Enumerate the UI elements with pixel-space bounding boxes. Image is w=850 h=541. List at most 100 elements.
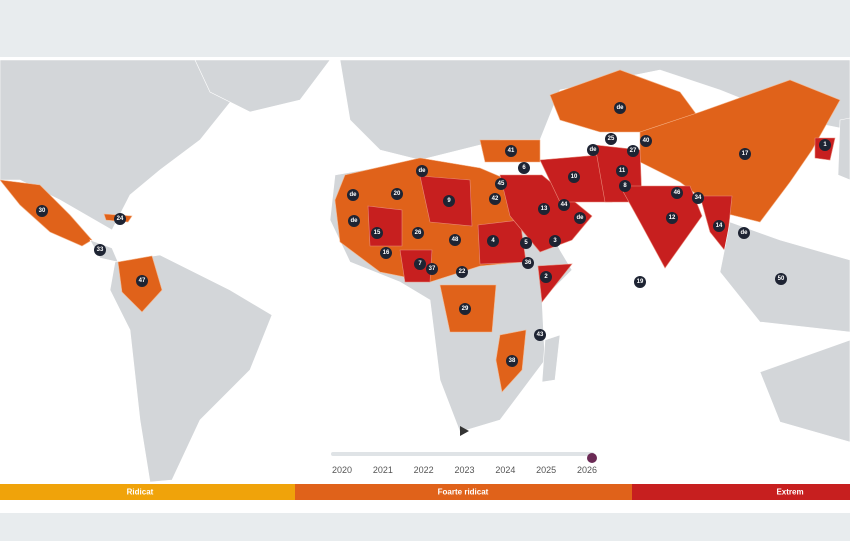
marker-label: 30 (39, 208, 46, 214)
marker-dot (487, 235, 499, 247)
year-label[interactable]: 2020 (332, 465, 352, 475)
country-marker[interactable]: de (614, 102, 626, 114)
country-marker[interactable]: 30 (36, 205, 48, 217)
marker-dot (616, 165, 628, 177)
country-marker[interactable]: 45 (495, 178, 507, 190)
marker-label: 41 (508, 148, 515, 154)
marker-label: 42 (492, 196, 499, 202)
country-marker[interactable]: 16 (380, 247, 392, 259)
year-label[interactable]: 2025 (536, 465, 556, 475)
country-marker[interactable]: 46 (671, 187, 683, 199)
marker-dot (574, 212, 586, 224)
year-label[interactable]: 2023 (454, 465, 474, 475)
country-marker[interactable]: 17 (739, 148, 751, 160)
marker-dot (640, 135, 652, 147)
marker-label: 44 (561, 202, 568, 208)
country-marker[interactable]: 41 (505, 145, 517, 157)
legend-label: Extrem (776, 488, 803, 497)
country-marker[interactable]: 38 (506, 355, 518, 367)
country-marker[interactable]: 10 (568, 171, 580, 183)
country-marker[interactable]: 3 (549, 235, 561, 247)
marker-dot (495, 178, 507, 190)
country-marker[interactable]: 6 (518, 162, 530, 174)
marker-label: 3 (553, 238, 557, 244)
country-marker[interactable]: de (416, 165, 428, 177)
marker-dot (136, 275, 148, 287)
country-marker[interactable]: 29 (459, 303, 471, 315)
play-button[interactable] (460, 426, 469, 436)
land (0, 59, 850, 483)
marker-dot (568, 171, 580, 183)
marker-dot (738, 227, 750, 239)
marker-dot (489, 193, 501, 205)
country-marker[interactable]: 14 (713, 220, 725, 232)
country-marker[interactable]: 42 (489, 193, 501, 205)
marker-label: de (418, 168, 426, 174)
marker-label: 16 (383, 250, 390, 256)
country-marker[interactable]: 36 (522, 257, 534, 269)
country-marker[interactable]: 43 (534, 329, 546, 341)
marker-dot (634, 276, 646, 288)
country-marker[interactable]: 1 (819, 139, 831, 151)
marker-dot (414, 258, 426, 270)
country-marker[interactable]: 12 (666, 212, 678, 224)
marker-label: 11 (619, 168, 626, 174)
country-marker[interactable]: 11 (616, 165, 628, 177)
marker-dot (391, 188, 403, 200)
marker-dot (819, 139, 831, 151)
marker-label: 8 (623, 183, 627, 189)
marker-label: 29 (462, 306, 469, 312)
country-marker[interactable]: 33 (94, 244, 106, 256)
marker-label: de (576, 215, 584, 221)
marker-dot (540, 271, 552, 283)
marker-dot (459, 303, 471, 315)
country-marker[interactable]: de (347, 189, 359, 201)
country-marker[interactable]: 44 (558, 199, 570, 211)
marker-dot (587, 144, 599, 156)
country-marker[interactable]: 22 (456, 266, 468, 278)
marker-label: 9 (447, 198, 451, 204)
country-marker[interactable]: 26 (412, 227, 424, 239)
year-label[interactable]: 2026 (577, 465, 597, 475)
country-marker[interactable]: 20 (391, 188, 403, 200)
country-marker[interactable]: 48 (449, 234, 461, 246)
country-marker[interactable]: 19 (634, 276, 646, 288)
country-marker[interactable]: 47 (136, 275, 148, 287)
marker-label: de (740, 230, 748, 236)
marker-dot (36, 205, 48, 217)
year-label[interactable]: 2022 (414, 465, 434, 475)
country-marker[interactable]: 40 (640, 135, 652, 147)
country-marker[interactable]: 2 (540, 271, 552, 283)
country-marker[interactable]: de (348, 215, 360, 227)
legend-label: Foarte ridicat (438, 488, 489, 497)
legend-extreme (632, 484, 850, 500)
country-marker[interactable]: 34 (692, 192, 704, 204)
marker-dot (775, 273, 787, 285)
year-label[interactable]: 2021 (373, 465, 393, 475)
country-marker[interactable]: 8 (619, 180, 631, 192)
marker-dot (520, 237, 532, 249)
country-marker[interactable]: 7 (414, 258, 426, 270)
country-marker[interactable]: 50 (775, 273, 787, 285)
marker-dot (614, 102, 626, 114)
timeline-handle[interactable] (587, 453, 597, 463)
marker-dot (114, 213, 126, 225)
marker-dot (739, 148, 751, 160)
country-marker[interactable]: 37 (426, 263, 438, 275)
marker-dot (518, 162, 530, 174)
country-marker[interactable]: de (587, 144, 599, 156)
country-marker[interactable]: de (738, 227, 750, 239)
country-marker[interactable]: 27 (627, 145, 639, 157)
marker-label: 1 (823, 142, 827, 148)
country-marker[interactable]: 5 (520, 237, 532, 249)
year-label[interactable]: 2024 (495, 465, 515, 475)
timeline-years: 2020 2021 2022 2023 2024 2025 2026 (332, 465, 597, 475)
country-marker[interactable]: 24 (114, 213, 126, 225)
country-marker[interactable]: 13 (538, 203, 550, 215)
country-marker[interactable]: 25 (605, 133, 617, 145)
country-marker[interactable]: 15 (371, 227, 383, 239)
country-marker[interactable]: 9 (443, 195, 455, 207)
country-marker[interactable]: 4 (487, 235, 499, 247)
country-marker[interactable]: de (574, 212, 586, 224)
